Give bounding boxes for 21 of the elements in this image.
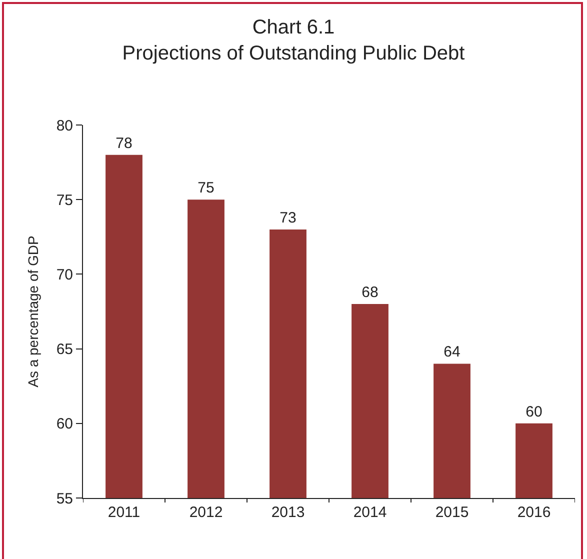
x-tick-label: 2013	[271, 504, 305, 521]
y-tick-label: 75	[56, 192, 73, 209]
data-label: 73	[280, 209, 296, 226]
data-label: 75	[198, 180, 214, 197]
y-tick-label: 80	[56, 117, 73, 134]
data-label: 68	[362, 284, 378, 302]
x-tick-label: 2015	[435, 504, 469, 521]
data-label: 64	[444, 344, 460, 361]
data-label: 78	[116, 134, 132, 152]
chart-subtitle: Projections of Outstanding Public Debt	[122, 42, 466, 65]
y-tick-label: 55	[56, 490, 73, 508]
chart-title: Chart 6.1	[252, 16, 335, 39]
x-tick-label: 2012	[189, 504, 223, 521]
data-label: 60	[526, 403, 542, 420]
y-tick-label: 65	[56, 341, 73, 358]
x-tick-label: 2016	[517, 504, 551, 521]
y-tick-label: 60	[56, 416, 73, 433]
x-tick-label: 2011	[108, 504, 140, 521]
y-axis-title: As a percentage of GDP	[24, 236, 41, 388]
y-tick-label: 70	[56, 266, 73, 284]
x-tick-label: 2014	[353, 504, 387, 521]
